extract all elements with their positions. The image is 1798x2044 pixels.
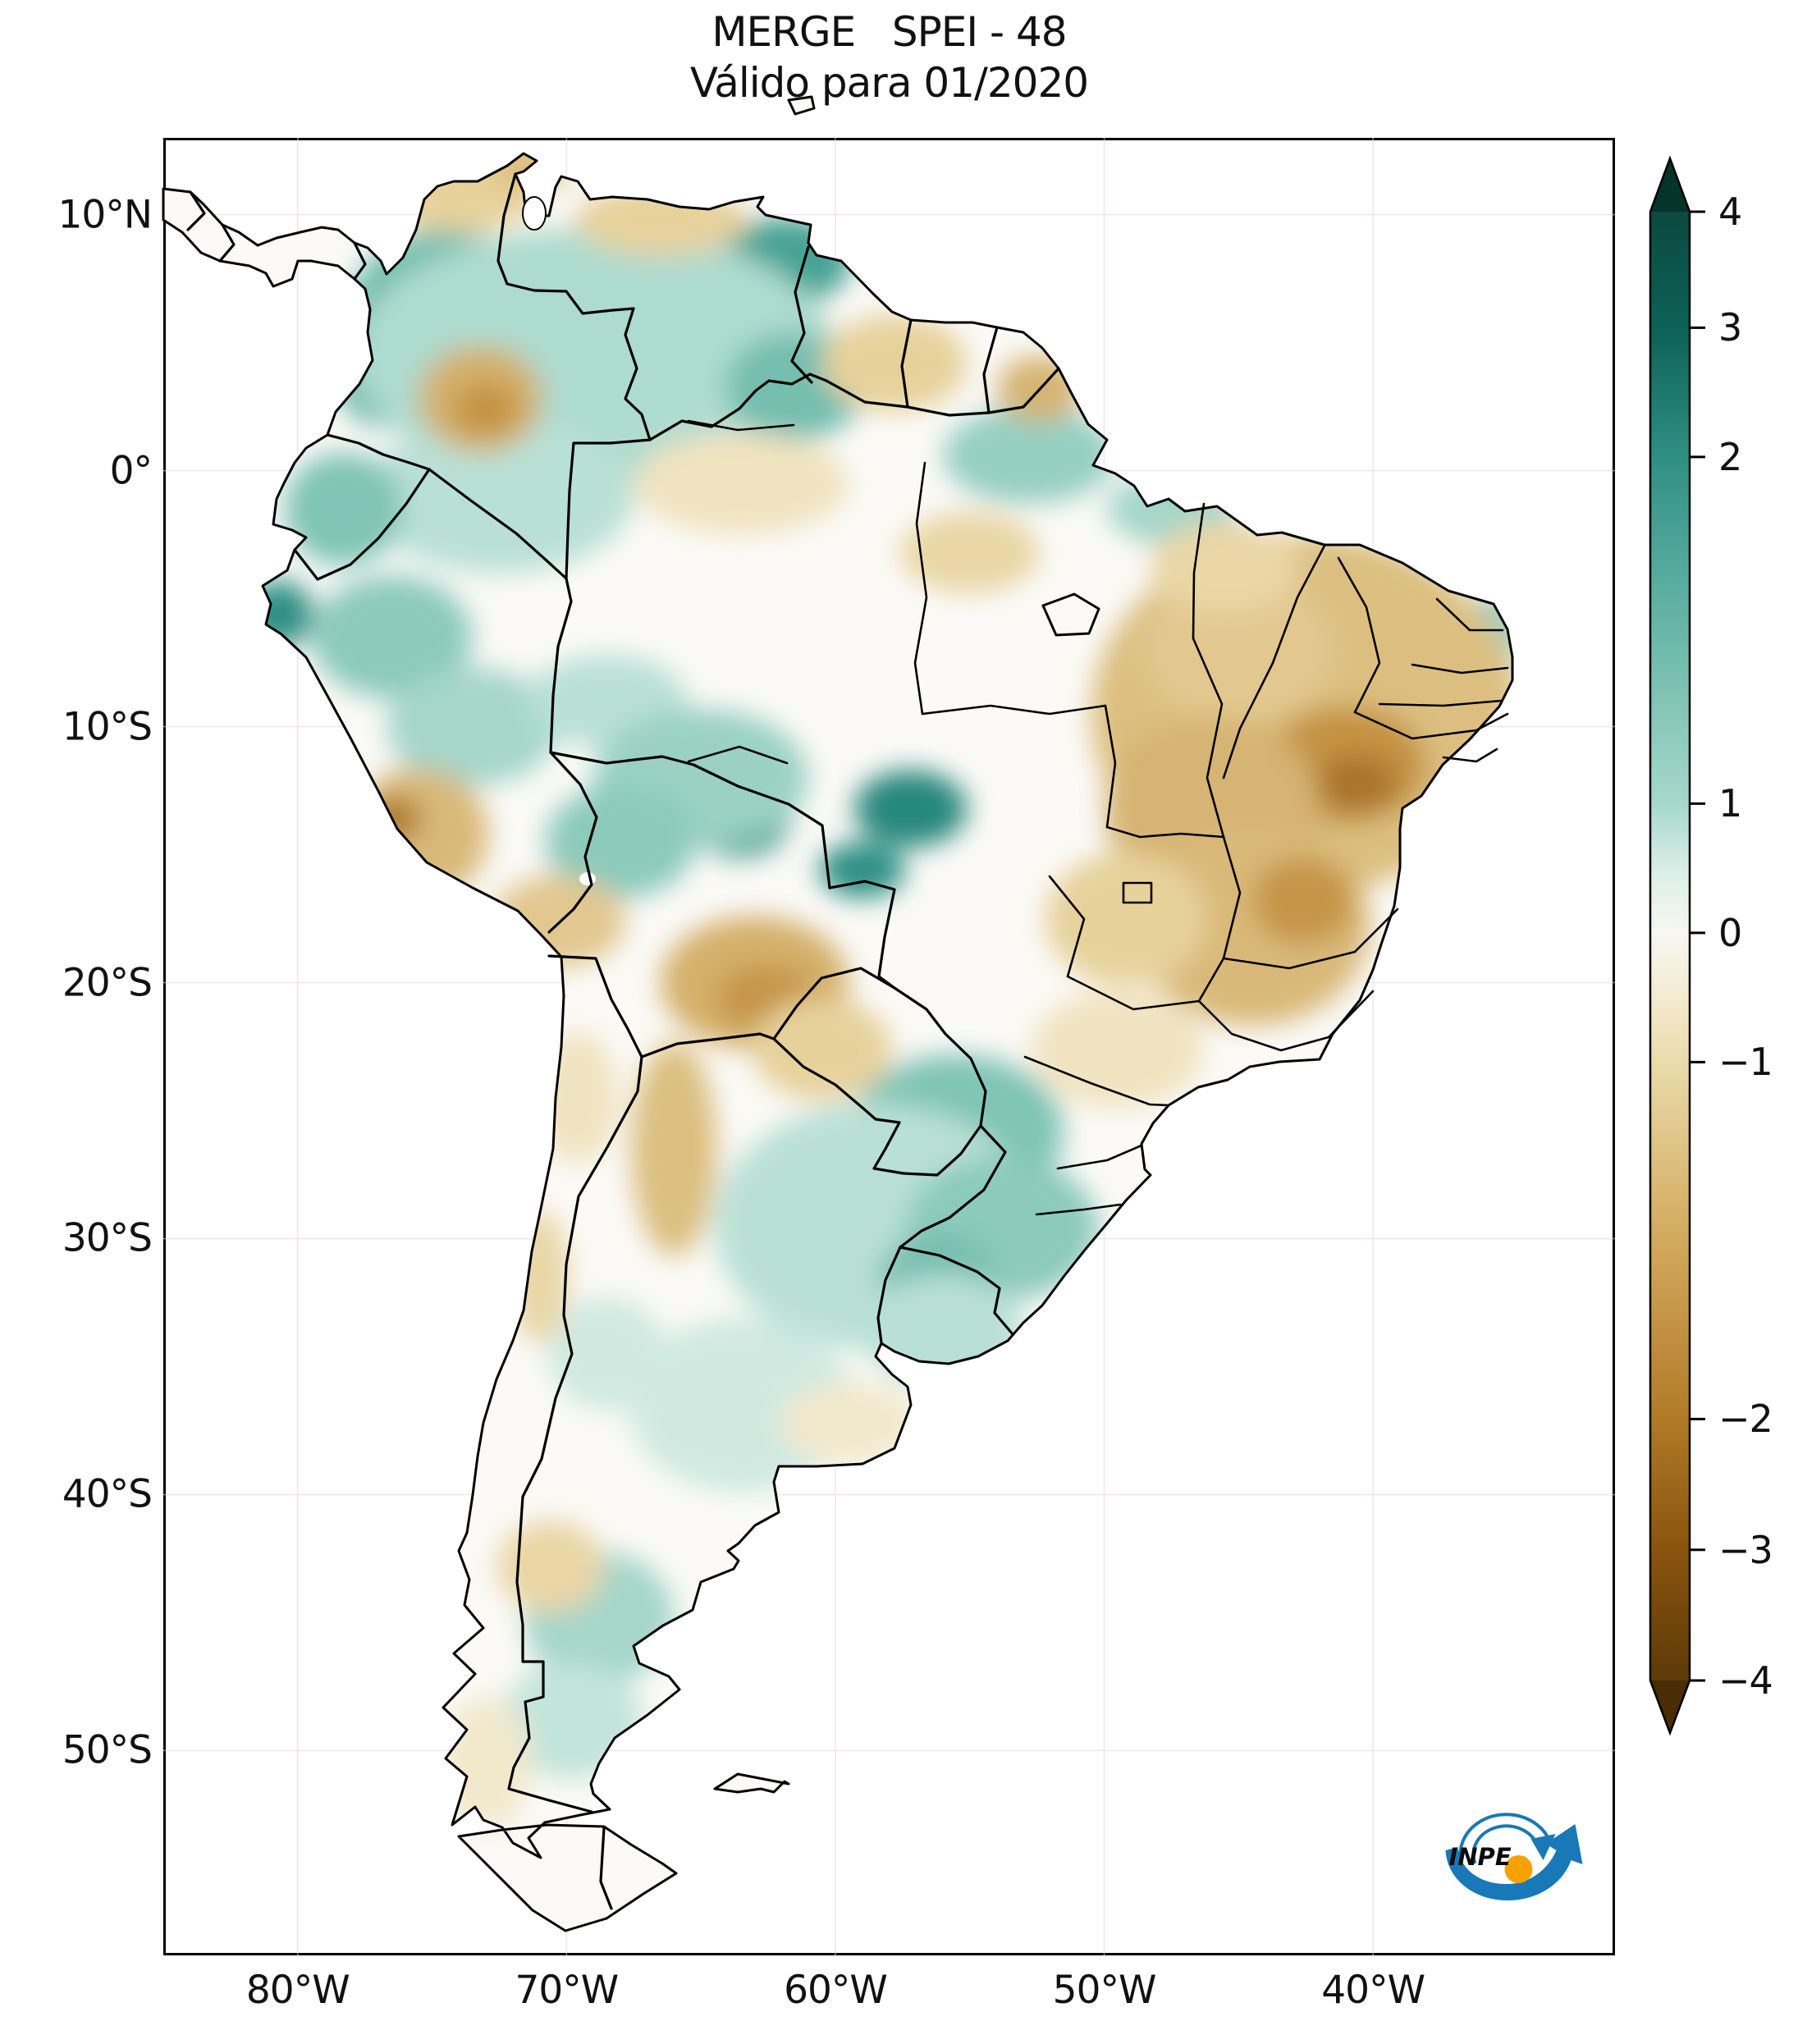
anomaly-region-nw-argentina-stripe — [631, 1041, 717, 1257]
map-title: MERGE SPEI - 48 — [711, 8, 1067, 56]
logo-text: INPE — [1449, 1843, 1512, 1871]
anomaly-region-paraguay-chaco — [752, 998, 892, 1101]
lake-maracaibo — [522, 196, 547, 231]
country-borders — [186, 172, 1060, 1910]
lat-tick-label: 50°S — [62, 1727, 153, 1773]
colorbar-arrow-up — [1650, 158, 1690, 212]
logo-inner-arc — [1471, 1824, 1540, 1864]
lon-tick-label: 50°W — [1052, 1968, 1157, 2013]
anomaly-region-colombia-meta-core — [453, 383, 519, 435]
anomaly-region-ecuador — [284, 452, 403, 565]
anomaly-region-mato-grosso-spot-a — [853, 770, 968, 848]
colorbar-tick-label: 2 — [1718, 434, 1742, 479]
lon-tick-label: 60°W — [784, 1968, 888, 2013]
colorbar-tick-label: −2 — [1718, 1397, 1773, 1442]
anomaly-region-chubut-border — [496, 1520, 605, 1612]
colorbar-tick-label: −1 — [1718, 1040, 1773, 1085]
lat-tick-label: 30°S — [62, 1215, 153, 1261]
anomaly-region-sao-paulo-speckle — [1032, 990, 1204, 1109]
anomaly-region-mato-grosso-spot-b — [819, 841, 906, 899]
colorbar-gradient — [1650, 212, 1690, 1680]
anomaly-region-ne-brazil-darkest — [1316, 754, 1398, 812]
lon-tick-label: 40°W — [1321, 1968, 1425, 2013]
anomaly-region-peru-north — [311, 575, 473, 699]
inpe-logo: INPE — [1445, 1813, 1583, 1901]
colorbar-tick-label: 4 — [1718, 190, 1742, 234]
anomaly-region-guyana-suriname-interior — [821, 314, 968, 412]
state-borders — [687, 419, 1509, 1216]
anomaly-region-goias-south — [1045, 852, 1207, 985]
anomaly-region-lower-amazon-tan — [899, 511, 1040, 594]
anomaly-region-peru-central — [386, 667, 559, 786]
lat-tick-label: 10°N — [57, 192, 153, 238]
colorbar-ticks — [1690, 210, 1705, 1682]
lat-tick-label: 0° — [109, 448, 153, 494]
logo-down-arrowhead — [1530, 1834, 1556, 1860]
colorbar-tick-label: 3 — [1718, 305, 1742, 350]
anomaly-region-maranhao-piaui — [1141, 575, 1336, 725]
colorbar-tick-label: 1 — [1718, 781, 1742, 826]
lat-tick-label: 20°S — [62, 960, 153, 1005]
lat-tick-label: 40°S — [62, 1471, 153, 1517]
logo-outer-arc — [1458, 1813, 1553, 1866]
anomaly-region-maranhao-north — [1150, 521, 1301, 615]
anomaly-region-amazon-central-tan — [634, 432, 849, 535]
anomaly-region-mendoza-light — [547, 1297, 666, 1411]
colorbar-tick-label: −3 — [1718, 1527, 1773, 1572]
anomaly-region-minas-core — [1251, 857, 1355, 944]
colorbar-tick-label: −4 — [1718, 1658, 1773, 1703]
anomaly-region-la-paz-beni — [545, 785, 696, 899]
colorbar-arrow-down — [1650, 1680, 1690, 1733]
spei-anomaly-field — [244, 138, 1512, 1831]
logo-orange-dot — [1504, 1855, 1533, 1883]
lon-tick-label: 70°W — [515, 1968, 619, 2013]
anomaly-region-buenos-aires-coast — [779, 1382, 919, 1465]
colorbar-tick-label: 0 — [1718, 910, 1742, 955]
anomaly-region-amapa-n-para — [943, 406, 1115, 505]
lat-tick-label: 10°S — [62, 704, 153, 750]
lon-tick-label: 80°W — [245, 1968, 350, 2013]
